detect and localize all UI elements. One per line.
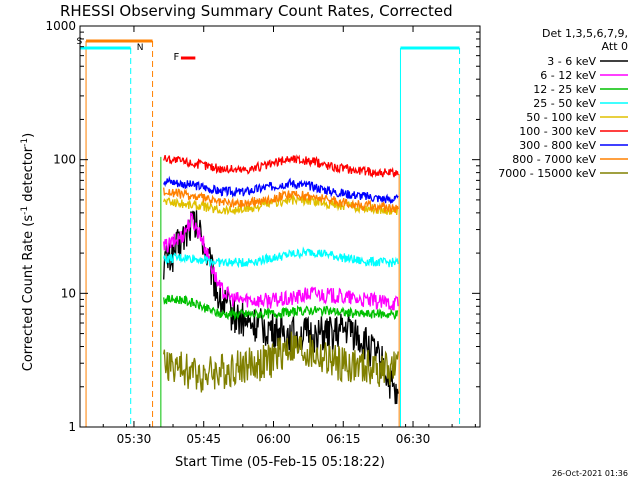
y-axis-label-main: Corrected Count Rate (s bbox=[21, 215, 36, 372]
data-lines bbox=[163, 154, 399, 405]
legend-label-12-25-kev: 12 - 25 keV bbox=[533, 83, 596, 96]
x-ticks: 05:30 05:45 06:00 06:15 06:30 bbox=[79, 26, 476, 446]
timestamp: 26-Oct-2021 01:36 bbox=[552, 469, 628, 478]
x-tick-label: 05:45 bbox=[186, 432, 221, 446]
series-line-800-7000-kev bbox=[163, 187, 399, 214]
flare-label: F bbox=[173, 52, 179, 63]
y-tick-label: 1 bbox=[68, 420, 76, 434]
svg-text:Corrected Count Rate (s-1 dete: Corrected Count Rate (s-1 detector-1) bbox=[20, 133, 36, 371]
legend-label-100-300-kev: 100 - 300 keV bbox=[519, 125, 596, 138]
legend-label-25-50-kev: 25 - 50 keV bbox=[533, 97, 596, 110]
y-tick-label: 1000 bbox=[45, 19, 76, 33]
y-axis-label-sup1: -1 bbox=[20, 206, 30, 215]
series-line-7000-15000-kev bbox=[163, 331, 399, 393]
series-line-100-300-kev bbox=[163, 154, 399, 179]
y-ticks: 1 10 100 1000 bbox=[45, 19, 480, 434]
y-tick-label: 10 bbox=[61, 286, 76, 300]
legend-header-2: Att 0 bbox=[602, 40, 628, 53]
y-axis-label: Corrected Count Rate (s-1 detector-1) bbox=[20, 133, 36, 371]
x-tick-label: 05:30 bbox=[117, 432, 152, 446]
y-axis-label-mid: detector bbox=[21, 146, 36, 206]
legend-label-6-12-kev: 6 - 12 keV bbox=[540, 69, 596, 82]
chart-title: RHESSI Observing Summary Count Rates, Co… bbox=[60, 2, 453, 20]
y-axis-label-sup2: -1 bbox=[20, 138, 30, 147]
series-line-6-12-kev bbox=[163, 212, 399, 311]
x-tick-label: 06:15 bbox=[326, 432, 361, 446]
y-axis-label-end: ) bbox=[21, 133, 36, 138]
saa-label: S bbox=[76, 37, 82, 47]
series-line-300-800-kev bbox=[163, 175, 399, 205]
series-line-12-25-kev bbox=[163, 294, 399, 321]
legend-label-50-100-kev: 50 - 100 keV bbox=[526, 111, 596, 124]
flag-bars: S N F bbox=[76, 37, 461, 427]
x-axis-label: Start Time (05-Feb-15 05:18:22) bbox=[175, 455, 385, 470]
night-label: N bbox=[137, 43, 144, 53]
legend-header-1: Det 1,3,5,6,7,9, bbox=[542, 27, 628, 40]
series-line-25-50-kev bbox=[163, 246, 399, 269]
x-tick-label: 06:00 bbox=[256, 432, 291, 446]
legend-label-300-800-kev: 300 - 800 keV bbox=[519, 139, 596, 152]
x-tick-label: 06:30 bbox=[396, 432, 431, 446]
legend-label-800-7000-kev: 800 - 7000 keV bbox=[512, 153, 596, 166]
plot-frame bbox=[79, 25, 481, 428]
y-tick-label: 100 bbox=[53, 153, 76, 167]
series-line-50-100-kev bbox=[163, 193, 399, 216]
legend-label-7000-15000-kev: 7000 - 15000 keV bbox=[498, 167, 596, 180]
legend-label-3-6-kev: 3 - 6 keV bbox=[547, 55, 596, 68]
